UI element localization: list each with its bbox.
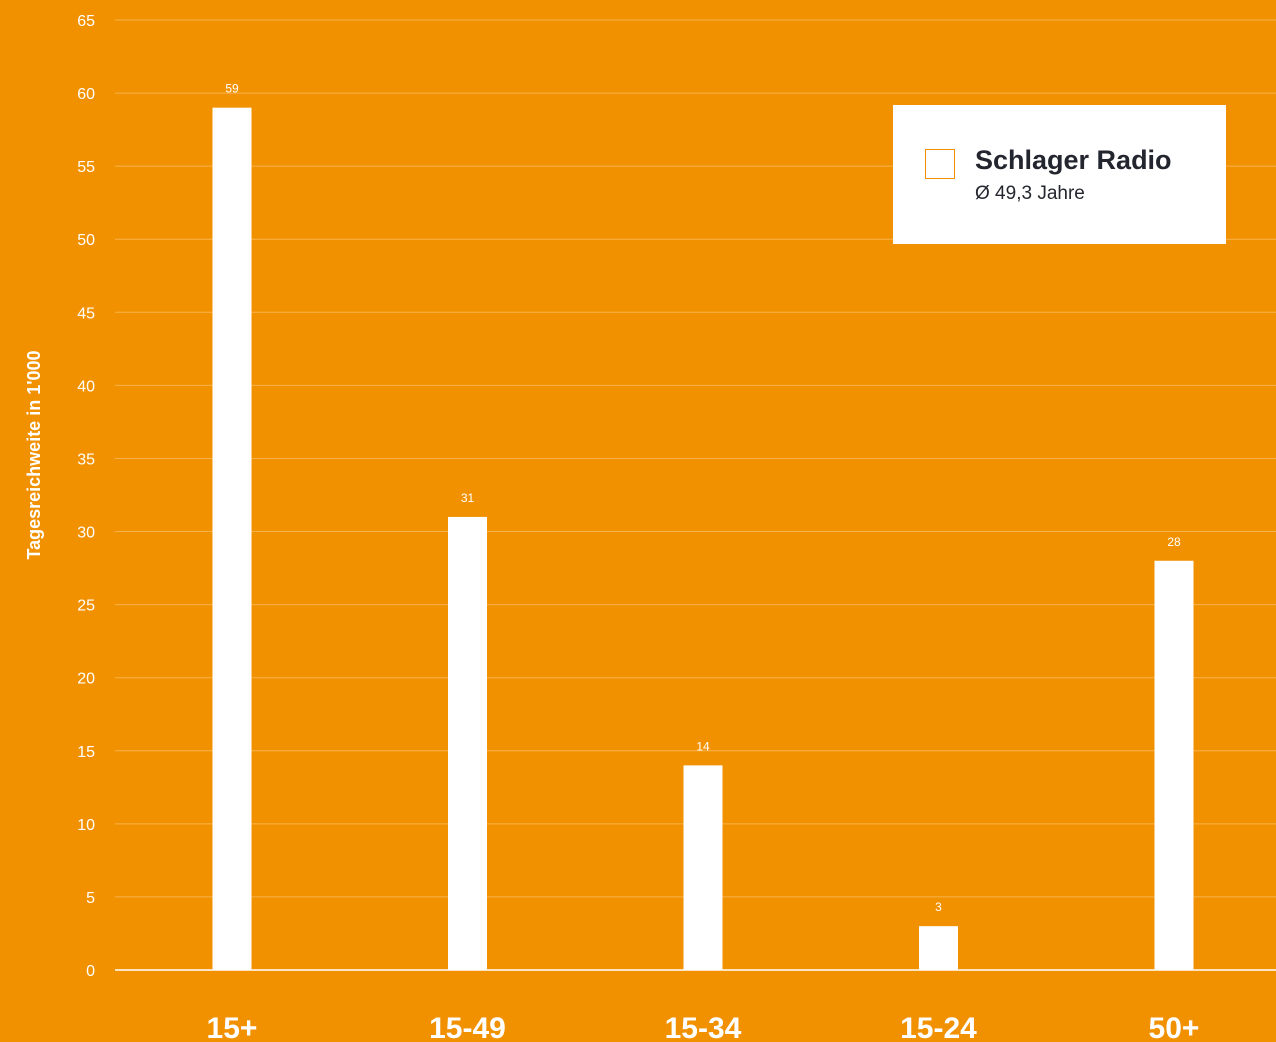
x-tick-label-15-34: 15-34 <box>665 1012 742 1042</box>
gridlines <box>115 19 1276 971</box>
legend: Schlager Radio Ø 49,3 Jahre <box>893 105 1226 244</box>
y-tick-label: 25 <box>77 598 95 615</box>
y-axis-ticks: 0 5 10 15 20 25 30 35 40 45 50 55 60 65 <box>77 13 95 980</box>
legend-series-name: Schlager Radio <box>975 145 1172 175</box>
legend-average-age: Ø 49,3 Jahre <box>975 183 1085 204</box>
bar-15+ <box>212 107 252 970</box>
value-label-15-24: 3 <box>935 900 942 914</box>
y-tick-label: 0 <box>86 963 95 980</box>
y-tick-label: 15 <box>77 744 95 761</box>
value-label-15-34: 14 <box>696 739 710 753</box>
bar-15-49 <box>448 516 487 970</box>
y-tick-label: 45 <box>77 305 95 322</box>
y-tick-label: 5 <box>86 890 95 907</box>
value-label-15-49: 31 <box>461 491 475 505</box>
bar-15-34 <box>683 765 723 970</box>
x-tick-label-15+: 15+ <box>207 1012 258 1042</box>
y-tick-label: 30 <box>77 525 95 542</box>
y-tick-label: 50 <box>77 232 95 249</box>
x-tick-label-50+: 50+ <box>1149 1012 1200 1042</box>
y-tick-label: 65 <box>77 13 95 30</box>
bars <box>212 107 1194 970</box>
y-tick-label: 40 <box>77 378 95 395</box>
bar-50+ <box>1154 560 1194 970</box>
y-tick-label: 10 <box>77 817 95 834</box>
y-tick-label: 55 <box>77 159 95 176</box>
y-tick-label: 35 <box>77 451 95 468</box>
value-labels: 59 31 14 3 28 <box>225 82 1181 914</box>
x-axis-labels: 15+ 15-49 15-34 15-24 50+ <box>207 1012 1200 1042</box>
y-tick-label: 60 <box>77 86 95 103</box>
value-label-50+: 28 <box>1167 535 1181 549</box>
bar-15-24 <box>919 926 958 970</box>
x-tick-label-15-49: 15-49 <box>429 1012 506 1042</box>
y-axis-label: Tagesreichweite in 1'000 <box>24 350 44 559</box>
x-tick-label-15-24: 15-24 <box>900 1012 977 1042</box>
value-label-15+: 59 <box>225 82 239 96</box>
y-tick-label: 20 <box>77 671 95 688</box>
legend-swatch <box>925 149 955 179</box>
